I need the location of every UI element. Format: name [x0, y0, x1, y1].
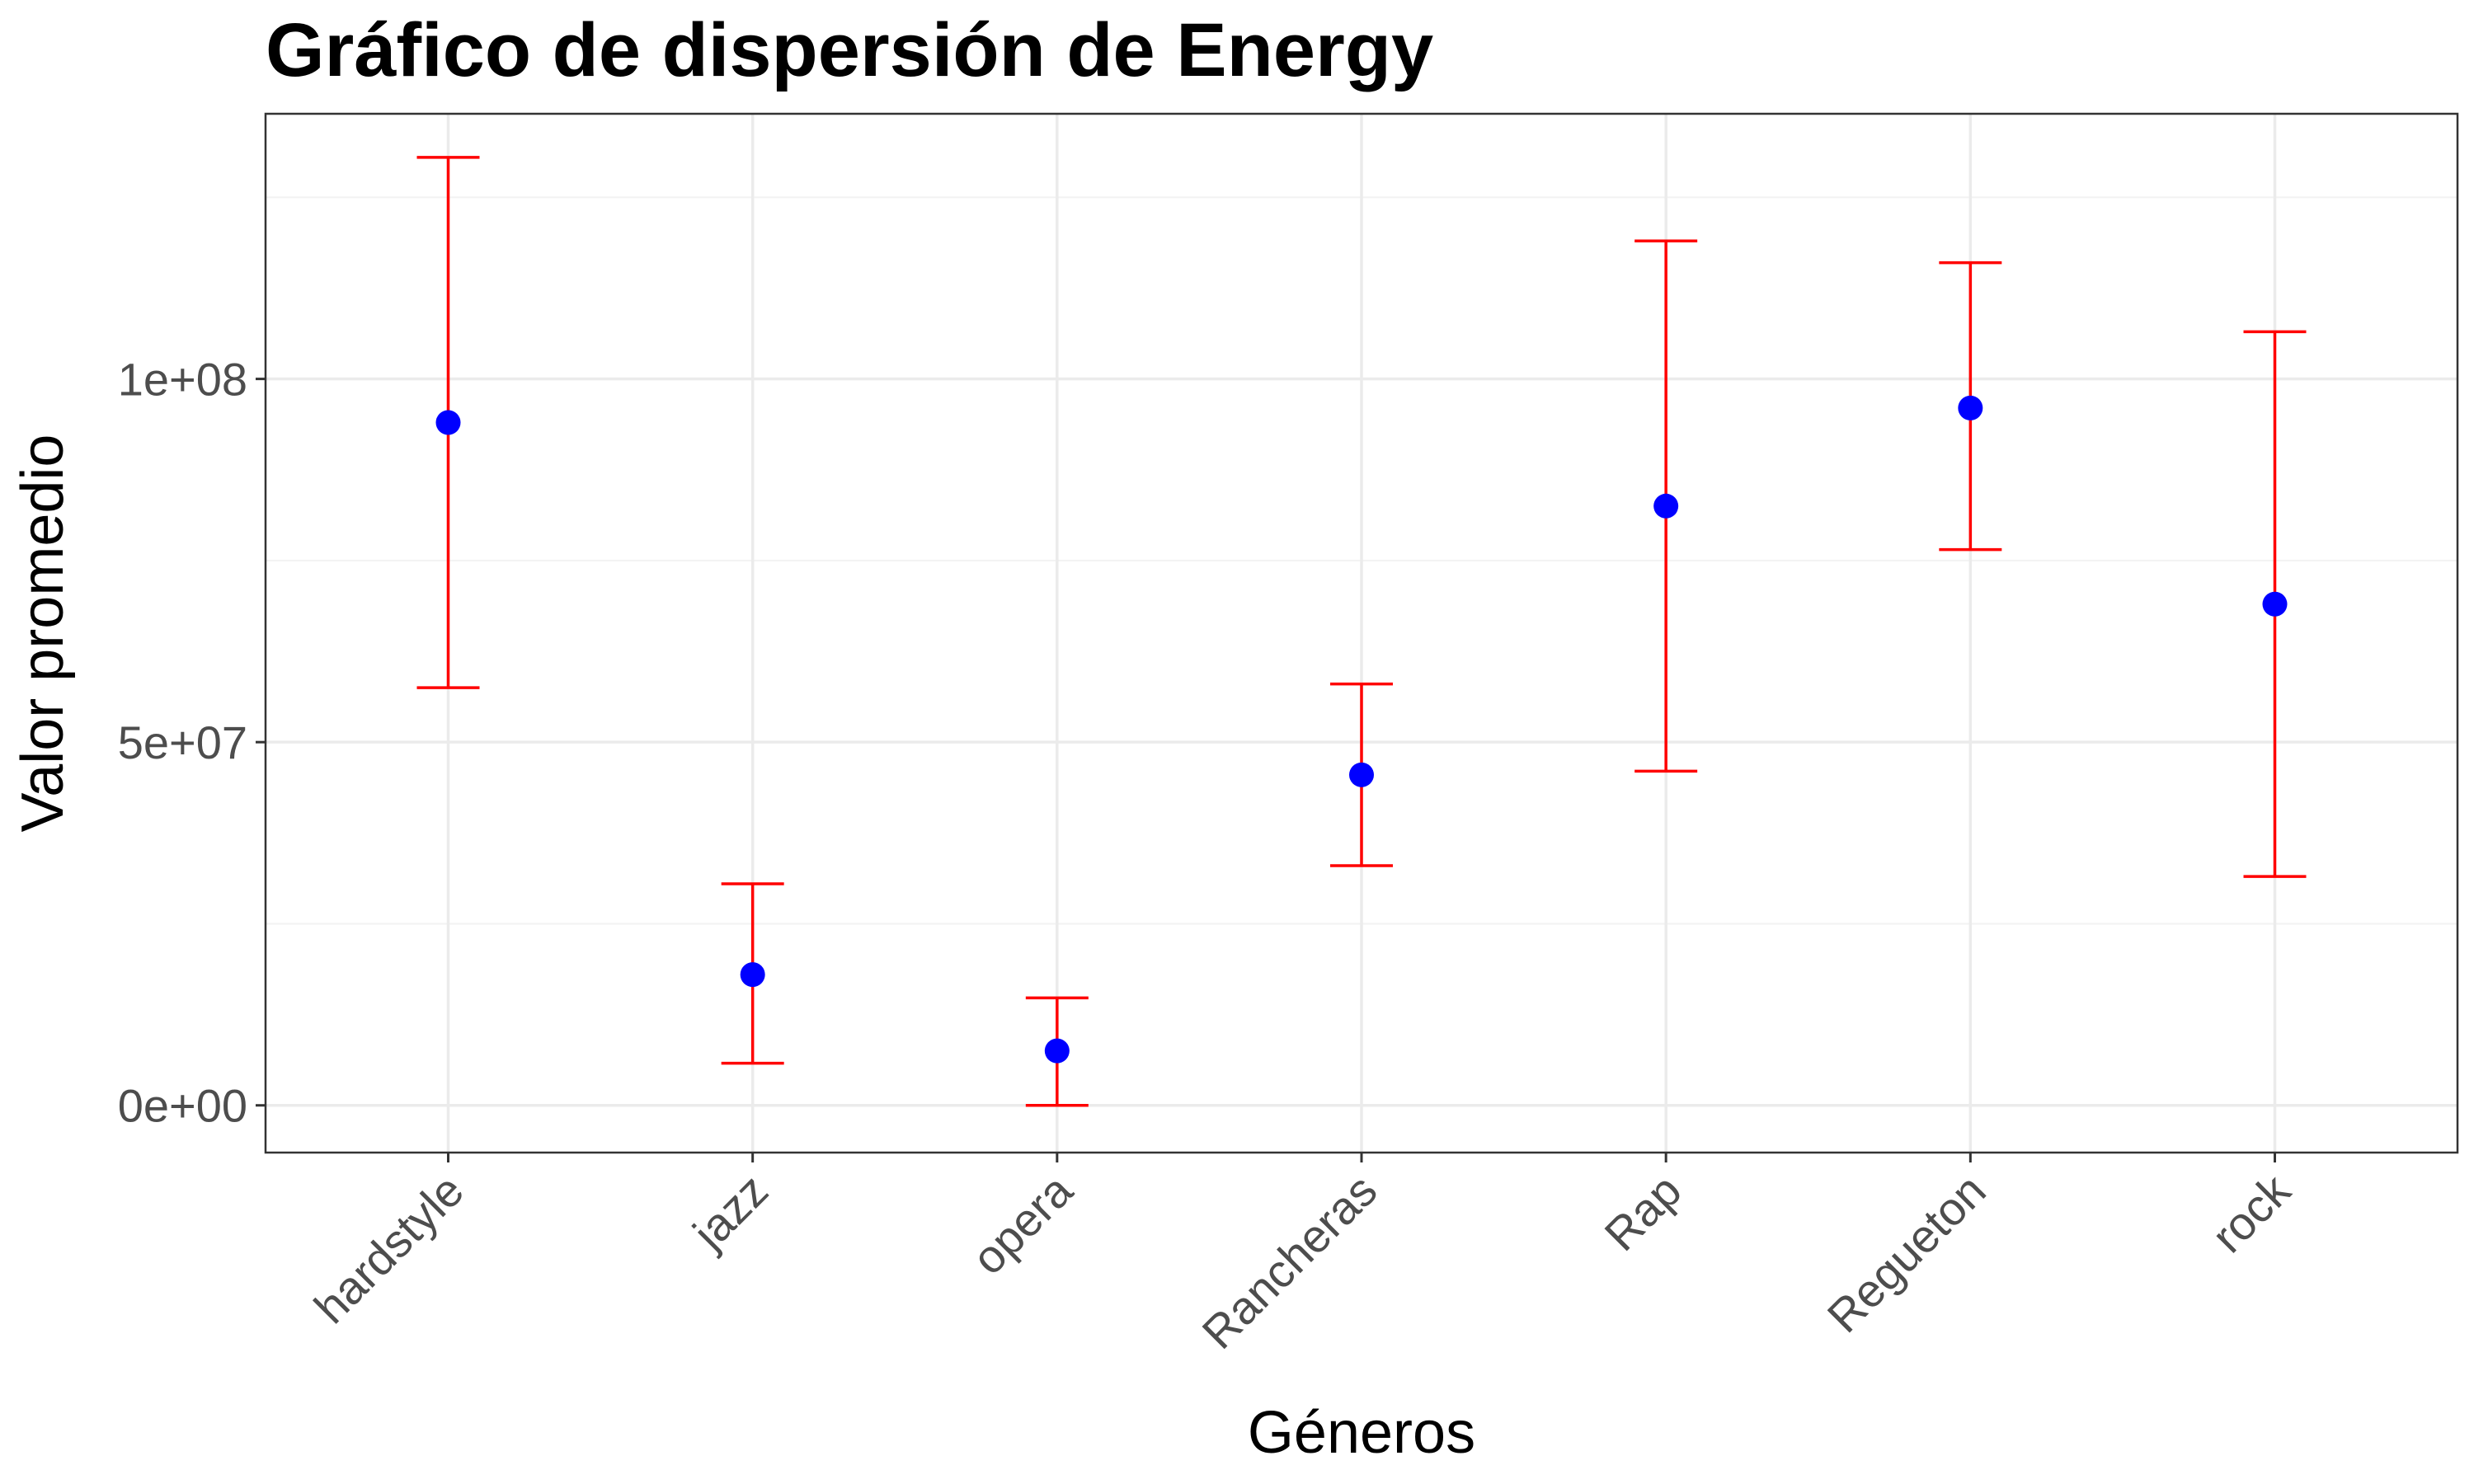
point-rap: [1653, 493, 1679, 519]
y-axis-title: Valor promedio: [10, 434, 76, 833]
x-axis-title: Géneros: [1248, 1400, 1475, 1466]
point-opera: [1044, 1038, 1070, 1064]
x-tick-label: Rap: [1594, 1164, 1691, 1261]
x-tick-label: Regueton: [1818, 1164, 1996, 1342]
x-tick-label: hardstyle: [304, 1164, 473, 1333]
point-jazz: [740, 962, 765, 988]
x-tick-label: Rancheras: [1192, 1164, 1386, 1359]
x-tick-label: jazz: [682, 1164, 778, 1260]
point-rancheras: [1349, 762, 1374, 787]
point-hardstyle: [435, 410, 461, 435]
x-tick-label: rock: [2202, 1163, 2301, 1262]
grid-lines: [266, 114, 2458, 1153]
chart-title: Gráfico de dispersión de Energy: [266, 8, 1433, 92]
y-axis: 0e+00 5e+07 1e+08: [118, 354, 266, 1132]
point-regueton: [1958, 395, 1983, 420]
y-tick-label: 0e+00: [118, 1080, 247, 1132]
x-axis: hardstyle jazz opera Rancheras Rap Regueton ro…: [304, 1153, 2301, 1359]
point-rock: [2262, 591, 2288, 617]
y-tick-label: 1e+08: [118, 354, 247, 406]
x-tick-label: opera: [962, 1163, 1082, 1284]
data-points: [435, 395, 2288, 1064]
y-tick-label: 5e+07: [118, 716, 247, 768]
